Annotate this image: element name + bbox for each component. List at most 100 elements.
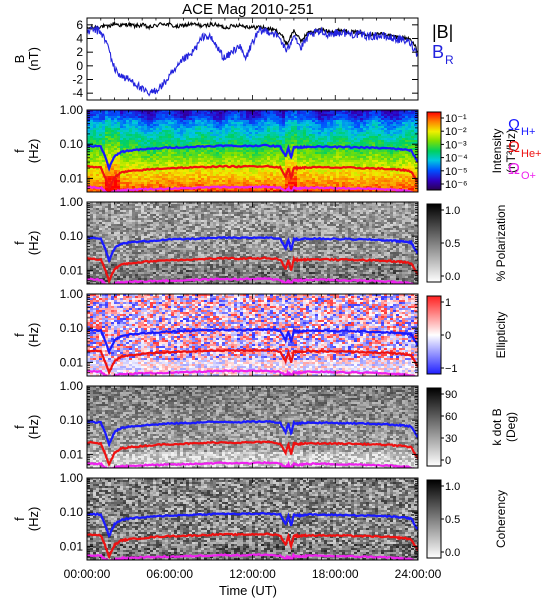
colorbar-tick-label: 10⁻⁵ — [445, 166, 468, 178]
x-tick-label: 24:00:00 — [395, 567, 442, 581]
legend-omega-subscript: He+ — [521, 148, 542, 160]
x-tick-label: 06:00:00 — [146, 567, 193, 581]
y-tick-label: 6 — [76, 18, 83, 32]
y-tick-label: 0 — [76, 59, 83, 73]
colorbar-units: (nT²/Hz) — [504, 129, 518, 173]
legend-omega-oplus: Ω — [508, 161, 520, 178]
gyro-line-oplus — [87, 369, 418, 376]
y-axis-unit: (nT) — [26, 47, 41, 71]
kdotb-panel: 1.00 0.10 0.01 f (Hz) 90 60 30 0 k dot B (Deg) — [12, 379, 518, 469]
x-axis-label: Time (UT) — [219, 583, 277, 598]
gyro-line-oplus — [87, 184, 417, 192]
colorbar-label: Ellipticity — [494, 312, 508, 359]
gyrofrequency-lines — [87, 143, 418, 192]
freq-tick-label: 0.10 — [60, 137, 84, 151]
freq-tick-label: 0.01 — [60, 263, 84, 277]
gyro-line-oplus — [87, 552, 417, 560]
freq-tick-label: 1.00 — [60, 287, 84, 301]
colorbar-tick-label: 0.0 — [445, 547, 460, 559]
legend-omega-subscript: H+ — [521, 126, 535, 138]
y-axis-unit: (Hz) — [26, 507, 41, 532]
colorbar-tick-label: 1 — [445, 297, 451, 309]
y-axis-unit: (Hz) — [26, 323, 41, 348]
legend-b-r-subscript: R — [445, 53, 454, 67]
gyro-line-heplus — [87, 164, 418, 191]
colorbar-tick-label: 10⁻² — [445, 126, 467, 138]
y-tick-label: 2 — [76, 45, 83, 59]
intensity-panel: 1.00 0.10 0.01 f (Hz) 10⁻¹10⁻²10⁻³ 10⁻⁴10⁻⁵10⁻… — [12, 103, 518, 193]
x-tick-label: 18:00:00 — [312, 567, 359, 581]
freq-tick-label: 0.10 — [60, 413, 84, 427]
gyrofrequency-lines — [87, 419, 418, 468]
y-axis-unit: (Hz) — [26, 139, 41, 164]
freq-tick-label: 0.01 — [60, 447, 84, 461]
colorbar-tick-label: 1.0 — [445, 205, 460, 217]
gyro-line-heplus — [87, 348, 418, 376]
freq-tick-label: 0.10 — [60, 505, 84, 519]
freq-tick-label: 1.00 — [60, 103, 84, 117]
colorbar — [426, 479, 442, 559]
freq-tick-label: 0.01 — [60, 171, 84, 185]
colorbar-tick-label: 0.5 — [445, 238, 460, 250]
colorbar-tick-label: −1 — [445, 363, 458, 375]
legend-b-magnitude: |B| — [432, 22, 453, 42]
y-axis-unit: (Hz) — [26, 415, 41, 440]
colorbar-label: k dot B — [490, 408, 504, 445]
colorbar-tick-label: 0 — [445, 455, 451, 467]
gyro-line-hplus — [87, 327, 418, 356]
freq-tick-label: 0.01 — [60, 355, 84, 369]
legend-b-r: B — [432, 42, 444, 62]
gyro-line-hplus — [87, 419, 418, 448]
gyrofrequency-lines — [87, 327, 418, 376]
colorbar-label: % Polarization — [494, 205, 508, 282]
b-series — [87, 20, 418, 97]
gray-coh-spectrogram — [87, 478, 418, 560]
y-axis-unit: (Hz) — [26, 231, 41, 256]
colorbar-tick-label: 60 — [445, 411, 457, 423]
freq-tick-label: 1.00 — [60, 195, 84, 209]
colorbar-tick-label: 0 — [445, 330, 451, 342]
colorbar-label: Intensity — [490, 129, 504, 174]
colorbar — [426, 203, 442, 283]
rainbow-spectrogram — [87, 110, 418, 192]
gyro-line-heplus — [87, 532, 418, 560]
colorbar-label: Coherency — [494, 490, 508, 548]
colorbar — [426, 387, 442, 467]
x-tick-label: 12:00:00 — [229, 567, 276, 581]
y-tick-label: 4 — [76, 32, 83, 46]
freq-tick-label: 0.01 — [60, 539, 84, 553]
gyro-line-oplus — [87, 460, 416, 468]
y-axis-label: f — [12, 149, 27, 153]
legend-omega-heplus: Ω — [508, 139, 520, 156]
gyrofrequency-lines — [87, 235, 418, 284]
colorbar-tick-label: 0.5 — [445, 514, 460, 526]
ellipticity-panel: 1.00 0.10 0.01 f (Hz) 1 0 −1 Ellipticity — [12, 287, 508, 377]
gyrofrequency-lines — [87, 511, 418, 560]
y-axis-label: f — [12, 333, 27, 337]
gyro-line-oplus — [87, 277, 418, 284]
y-axis-label: f — [12, 425, 27, 429]
colorbar-tick-label: 90 — [445, 389, 457, 401]
gyro-line-hplus — [87, 511, 418, 539]
colorbar-tick-label: 30 — [445, 433, 457, 445]
freq-tick-label: 0.10 — [60, 321, 84, 335]
legend-omega-subscript: O+ — [521, 170, 536, 182]
legend-omega-hplus: Ω — [508, 117, 520, 134]
y-axis-label: B — [12, 55, 27, 64]
freq-tick-label: 1.00 — [60, 379, 84, 393]
freq-tick-label: 0.10 — [60, 229, 84, 243]
colorbar — [426, 295, 442, 375]
series-b-r — [87, 24, 418, 97]
gyro-line-hplus — [87, 143, 418, 173]
freq-tick-label: 1.00 — [60, 471, 84, 485]
colorbar-units: (Deg) — [504, 412, 518, 442]
y-tick-label: -2 — [72, 73, 83, 87]
y-axis-label: f — [12, 517, 27, 521]
colorbar-tick-label: 10⁻⁴ — [445, 153, 468, 165]
colorbar-tick-label: 0.0 — [445, 271, 460, 283]
y-axis-label: f — [12, 241, 27, 245]
gyro-line-heplus — [87, 440, 418, 467]
colorbar — [426, 111, 442, 191]
